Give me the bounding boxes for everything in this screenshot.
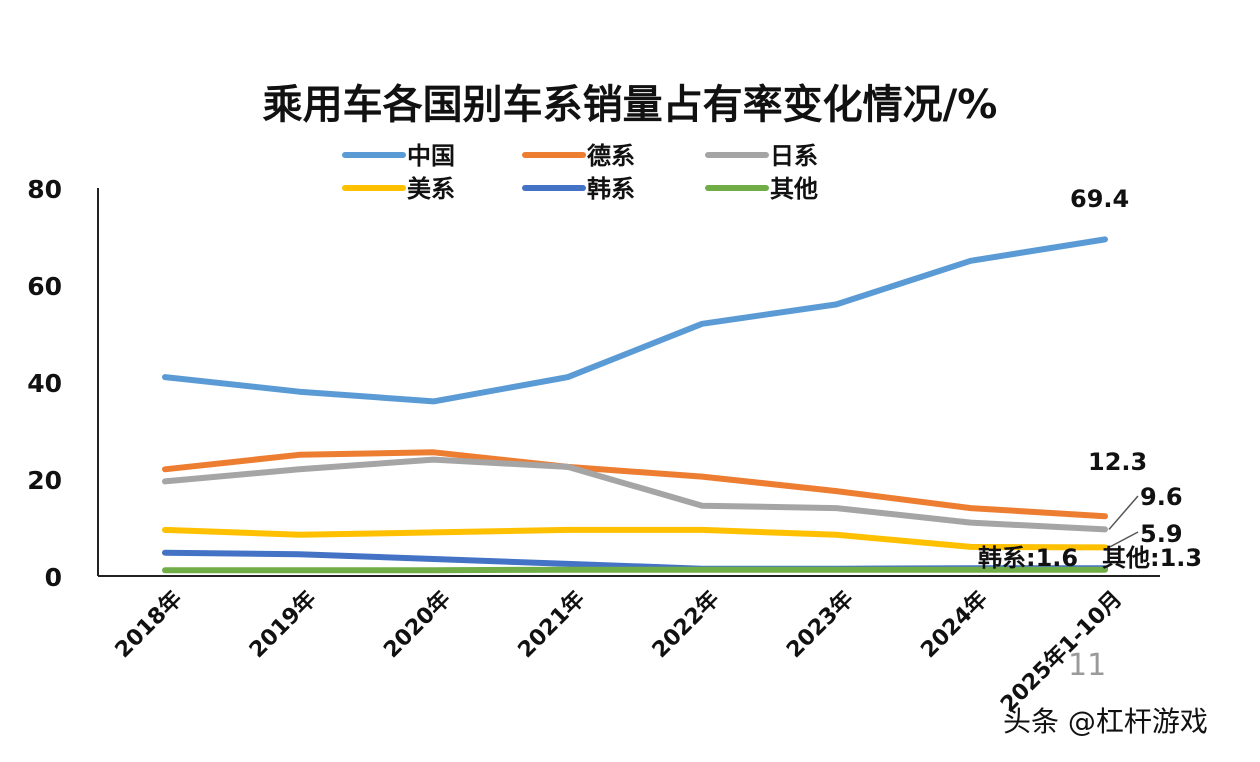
x-tick-label: 2021年 [513, 586, 590, 663]
source-credit: 头条 @杠杆游戏 [1003, 705, 1208, 738]
series-line-4 [162, 526, 1108, 551]
x-tick-label: 2022年 [647, 586, 724, 663]
y-tick-label: 40 [27, 369, 62, 398]
legend-label-2: 德系 [587, 142, 635, 170]
series-line-3 [162, 456, 1108, 533]
legend-label-1: 中国 [407, 142, 455, 170]
x-tick-label: 2024年 [916, 586, 993, 663]
data-label-leader [1108, 531, 1139, 549]
series-line-2 [162, 449, 1108, 520]
legend-label-5: 韩系 [587, 175, 635, 203]
data-label-2: 12.3 [1088, 448, 1147, 476]
series-line-1 [162, 236, 1108, 405]
data-label-5: 韩系:1.6 [978, 544, 1078, 572]
page-number: 11 [1068, 648, 1107, 683]
data-label-3: 9.6 [1140, 483, 1183, 511]
y-tick-label: 60 [27, 272, 62, 301]
x-tick-label: 2020年 [379, 586, 456, 663]
data-label-1: 69.4 [1070, 185, 1129, 213]
legend-label-6: 其他 [770, 175, 818, 203]
series-line-6 [162, 566, 1108, 574]
x-tick-label: 2018年 [110, 586, 187, 663]
x-tick-label: 2023年 [781, 586, 858, 663]
data-label-4: 5.9 [1140, 520, 1183, 548]
legend-label-3: 日系 [770, 142, 818, 170]
data-label-leader [1108, 495, 1139, 530]
legend-label-4: 美系 [407, 175, 455, 203]
y-tick-label: 0 [45, 563, 62, 592]
x-tick-label: 2025年1-10月 [996, 586, 1128, 718]
x-tick-label: 2019年 [244, 586, 321, 663]
y-tick-label: 80 [27, 175, 62, 204]
series-line-5 [162, 549, 1108, 572]
chart-title: 乘用车各国别车系销量占有率变化情况/% [262, 82, 998, 128]
data-label-6: 其他:1.3 [1102, 544, 1202, 572]
y-tick-label: 20 [27, 466, 62, 495]
